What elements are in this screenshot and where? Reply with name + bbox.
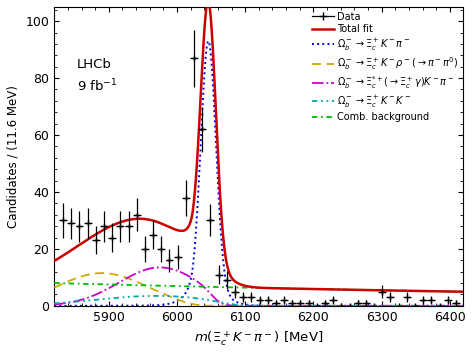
$\Omega_b^- \to \Xi_c^{*+}(\to\Xi_c^+\gamma)K^-\pi^-$ [126,275,131,279]
Line: $\Omega_b^- \to \Xi_c^+ K^- K^-$: $\Omega_b^- \to \Xi_c^+ K^- K^-$ [54,296,464,306]
Total fit [461,290,466,294]
$\Omega_b^- \to \Xi_c^+ K^- \rho^-(\to\pi^-\pi^0)$ [461,304,466,308]
$\Omega_b^- \to \Xi_c^+ K^- \pi^-$ [126,304,131,308]
$\Omega_b^- \to \Xi_c^+ K^- K^-$ [51,301,57,306]
$\Omega_b^- \to \Xi_c^+ K^- K^-$ [461,304,466,308]
$\Omega_b^- \to \Xi_c^+ K^- \pi^-$ [357,304,363,308]
Total fit [205,0,211,4]
Total fit [388,288,393,293]
Comb. background [357,288,363,292]
$\Omega_b^- \to \Xi_c^+ K^- K^-$ [208,298,213,302]
$\Omega_b^- \to \Xi_c^+ K^- \rho^-(\to\pi^-\pi^0)$ [357,304,363,308]
$\Omega_b^- \to \Xi_c^{*+}(\to\Xi_c^+\gamma)K^-\pi^-$ [357,304,363,308]
Line: $\Omega_b^- \to \Xi_c^{*+}(\to\Xi_c^+\gamma)K^-\pi^-$: $\Omega_b^- \to \Xi_c^{*+}(\to\Xi_c^+\ga… [54,267,464,306]
Comb. background [318,287,323,291]
$\Omega_b^- \to \Xi_c^{*+}(\to\Xi_c^+\gamma)K^-\pi^-$ [318,304,323,308]
Line: $\Omega_b^- \to \Xi_c^+ K^- \pi^-$: $\Omega_b^- \to \Xi_c^+ K^- \pi^-$ [54,41,464,306]
Total fit [51,259,57,263]
Comb. background [461,290,466,294]
$\Omega_b^- \to \Xi_c^+ K^- K^-$ [126,295,131,299]
Comb. background [297,286,302,291]
Y-axis label: Candidates / (11.6 MeV): Candidates / (11.6 MeV) [7,85,20,228]
$\Omega_b^- \to \Xi_c^+ K^- \pi^-$ [208,50,213,55]
Line: Comb. background: Comb. background [54,283,464,292]
Comb. background [51,281,57,285]
$\Omega_b^- \to \Xi_c^{*+}(\to\Xi_c^+\gamma)K^-\pi^-$ [297,304,302,308]
Line: $\Omega_b^- \to \Xi_c^+ K^- \rho^-(\to\pi^-\pi^0)$: $\Omega_b^- \to \Xi_c^+ K^- \rho^-(\to\p… [54,273,464,306]
$\Omega_b^- \to \Xi_c^{*+}(\to\Xi_c^+\gamma)K^-\pi^-$ [157,265,163,269]
$\Omega_b^- \to \Xi_c^+ K^- \rho^-(\to\pi^-\pi^0)$ [297,304,302,308]
$\Omega_b^- \to \Xi_c^+ K^- K^-$ [318,304,323,308]
$\Omega_b^- \to \Xi_c^+ K^- \pi^-$ [318,304,323,308]
$\Omega_b^- \to \Xi_c^+ K^- K^-$ [153,294,159,298]
Comb. background [126,283,131,287]
$\Omega_b^- \to \Xi_c^+ K^- K^-$ [388,304,393,308]
Text: LHCb
9 fb$^{-1}$: LHCb 9 fb$^{-1}$ [77,58,118,94]
$\Omega_b^- \to \Xi_c^{*+}(\to\Xi_c^+\gamma)K^-\pi^-$ [461,304,466,308]
$\Omega_b^- \to \Xi_c^+ K^- \pi^-$ [206,39,211,43]
Total fit [357,288,363,292]
$\Omega_b^- \to \Xi_c^+ K^- \rho^-(\to\pi^-\pi^0)$ [51,285,57,290]
$\Omega_b^- \to \Xi_c^+ K^- \pi^-$ [388,304,393,308]
$\Omega_b^- \to \Xi_c^+ K^- \rho^-(\to\pi^-\pi^0)$ [208,304,213,308]
$\Omega_b^- \to \Xi_c^+ K^- \rho^-(\to\pi^-\pi^0)$ [388,304,393,308]
X-axis label: $m(\Xi_c^+ K^- \pi^-)$ [MeV]: $m(\Xi_c^+ K^- \pi^-)$ [MeV] [194,329,323,348]
$\Omega_b^- \to \Xi_c^+ K^- \pi^-$ [297,304,302,308]
$\Omega_b^- \to \Xi_c^{*+}(\to\Xi_c^+\gamma)K^-\pi^-$ [388,304,393,308]
Total fit [208,14,213,18]
$\Omega_b^- \to \Xi_c^{*+}(\to\Xi_c^+\gamma)K^-\pi^-$ [51,302,57,307]
$\Omega_b^- \to \Xi_c^+ K^- \rho^-(\to\pi^-\pi^0)$ [99,271,105,275]
Total fit [318,287,323,291]
Legend: Data, Total fit, $\Omega_b^- \to \Xi_c^+ K^- \pi^-$, $\Omega_b^- \to \Xi_c^+ K^-: Data, Total fit, $\Omega_b^- \to \Xi_c^+… [310,10,461,124]
$\Omega_b^- \to \Xi_c^+ K^- K^-$ [357,304,363,308]
$\Omega_b^- \to \Xi_c^{*+}(\to\Xi_c^+\gamma)K^-\pi^-$ [208,292,213,296]
$\Omega_b^- \to \Xi_c^+ K^- \pi^-$ [461,304,466,308]
Total fit [126,218,131,222]
$\Omega_b^- \to \Xi_c^+ K^- K^-$ [297,304,302,308]
Total fit [297,286,302,291]
Line: Total fit: Total fit [54,1,464,292]
$\Omega_b^- \to \Xi_c^+ K^- \rho^-(\to\pi^-\pi^0)$ [126,277,131,281]
$\Omega_b^- \to \Xi_c^+ K^- \pi^-$ [51,304,57,308]
Comb. background [388,288,393,293]
$\Omega_b^- \to \Xi_c^+ K^- \rho^-(\to\pi^-\pi^0)$ [318,304,323,308]
Comb. background [208,285,213,289]
